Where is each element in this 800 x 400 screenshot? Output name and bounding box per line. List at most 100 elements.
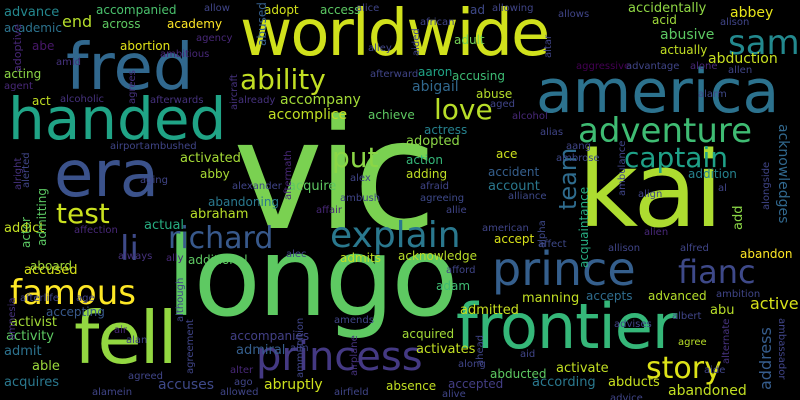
word-richard: richard [168,221,274,256]
word-abandoned: abandoned [668,383,747,399]
word-aid: aid [520,349,536,360]
word-action: action [406,153,443,167]
word-alerted: alerted [21,152,32,188]
word-airport: airport [110,141,144,152]
word-abused: abused [255,2,269,46]
word-addition: addition [688,167,737,181]
word-agrees: agrees [127,70,138,104]
word-along: along [458,359,486,370]
word-alan: alan [126,335,148,346]
word-alongside: alongside [761,161,772,210]
word-adopt: adopt [264,3,299,17]
word-allen: allen [728,65,753,76]
word-fred: fred [66,31,194,105]
word-america: america [536,57,780,127]
word-longo: longo [166,213,459,341]
word-abusive: abusive [660,27,715,43]
word-abducted: abducted [490,367,547,381]
word-abuse: abuse [476,87,513,101]
word-aggressive: aggressive [576,61,631,72]
word-advantage: advantage [626,61,680,72]
word-acknowledges: acknowledges [775,124,791,224]
word-agreed: agreed [128,371,164,382]
word-adult: adult [454,33,485,47]
word-although: although [175,277,186,322]
word-absence: absence [386,379,437,393]
word-allowing: allowing [492,3,534,14]
word-advice: advice [610,393,643,400]
word-famous: famous [10,273,136,313]
word-ammunition: ammunition [295,317,306,378]
word-aging: aging [140,175,168,186]
word-accompanies: accompanies [230,329,310,343]
word-accuses: accuses [158,377,215,393]
word-alternate: alternate [721,318,732,364]
word-affect: affect [538,239,567,250]
word-ago: ago [234,377,253,388]
word-american: american [482,223,529,234]
word-alice: alice [356,3,380,14]
word-addict: addict [4,221,45,236]
word-captain: captain [624,141,728,174]
word-advanced: advanced [648,289,707,303]
word-aftermath: aftermath [283,150,294,200]
word-activate: activate [556,361,609,376]
word-ambush: ambush [340,193,381,204]
word-acquired: acquired [402,327,455,341]
word-aaron: aaron [418,65,453,79]
word-alias: alias [540,127,564,138]
word-fianc: fianc [678,253,756,291]
word-prince: prince [492,242,636,296]
word-amends: amends [334,315,374,326]
word-agree: agree [678,337,707,348]
word-activist: activist [10,315,57,330]
word-abraham: abraham [190,207,249,222]
word-story: story [646,351,722,386]
word-adoptive: adoptive [11,23,24,72]
word-albert: albert [672,311,702,322]
word-afterwards: afterwards [150,95,204,106]
word-alamein: alamein [92,387,133,398]
word-address: address [756,327,775,390]
word-afraid: afraid [420,181,450,192]
word-advance: advance [4,5,60,20]
word-already: already [238,95,276,106]
word-agreement: agreement [185,319,196,374]
word-african: african [420,17,455,28]
word-fell: fell [74,296,178,380]
word-test: test [56,197,110,230]
word-adopted: adopted [406,134,460,149]
word-accepting: accepting [46,305,105,319]
word-afford: afford [446,265,476,276]
word-accidentally: accidentally [628,1,707,16]
word-ambushed: ambushed [144,141,197,152]
word-amnesia: amnesia [7,297,18,340]
word-alive: alive [442,389,466,400]
word-academy: academy [167,17,223,31]
word-alarm: alarm [698,89,727,100]
word-amid: amid [56,57,81,68]
word-alien: alien [644,227,669,238]
word-airfield: airfield [334,387,369,398]
word-aged: aged [490,99,515,110]
word-abby: abby [200,167,230,181]
word-aided: aided [411,28,422,56]
word-acquaintance: acquaintance [577,186,591,268]
word-agreeing: agreeing [420,193,465,204]
word-affection: affection [74,225,118,236]
word-achieve: achieve [368,108,415,122]
word-abduction: abduction [708,51,778,67]
word-allow: allow [204,3,230,14]
word-add: add [731,205,746,230]
word-li: li [120,229,139,269]
word-accepts: accepts [586,289,633,303]
word-activated: activated [180,151,241,166]
word-actual: actual [144,218,185,233]
word-accused: accused [24,263,78,278]
word-actress: actress [424,123,468,137]
word-ace: ace [496,147,518,161]
word-frontier: frontier [456,290,677,363]
word-worldwide: worldwide [240,0,550,71]
word-allows: allows [558,9,590,20]
word-admitted: admitted [460,303,519,318]
